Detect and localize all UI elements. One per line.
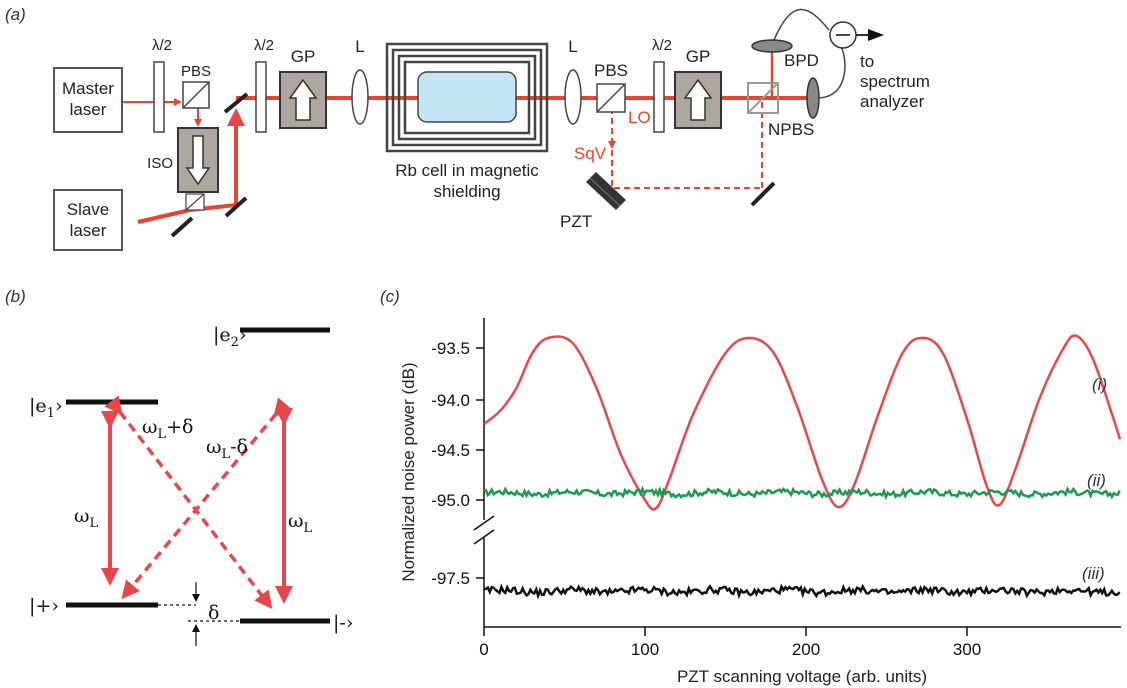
x-tick-label: 300 <box>953 640 981 659</box>
to-label: to <box>860 52 874 71</box>
panel-b-label: (b) <box>5 287 26 306</box>
rb-cell-label-1: Rb cell in magnetic <box>395 161 539 180</box>
half-wave-plate-1-label: λ/2 <box>152 37 172 54</box>
panel-b-levels: (b) |e2› |e1› |+› |-› ωL ωL ωL+δ ωL-δ δ <box>5 287 353 646</box>
half-wave-plate-2: λ/2 <box>254 37 274 133</box>
pbs-2: PBS <box>594 61 628 113</box>
lens-2: L <box>564 37 582 125</box>
label-plus: |+› <box>29 595 59 617</box>
analyzer-label: analyzer <box>860 92 925 111</box>
x-tick-label: 200 <box>792 640 820 659</box>
slave-laser-label-1: Slave <box>67 200 110 219</box>
pbs-1-label: PBS <box>181 63 211 80</box>
glan-polarizer-1: GP <box>279 47 327 129</box>
omega-l-right: ωL <box>288 510 313 536</box>
pzt-mirror: PZT <box>560 172 626 231</box>
npbs: NPBS <box>747 82 814 139</box>
rb-cell: Rb cell in magnetic shielding <box>385 42 549 201</box>
sqv-label: SqV <box>574 144 607 163</box>
isolator-label: ISO <box>147 155 173 172</box>
series-iii-name: (iii) <box>1082 564 1105 583</box>
series-i-line <box>483 334 1122 511</box>
bpd-label: BPD <box>784 51 819 70</box>
y-axis-label: Normalized noise power (dB) <box>399 362 418 581</box>
spectrum-label: spectrum <box>860 72 930 91</box>
y-ticks: -93.5 -94.0 -94.5 -95.0 -97.5 <box>431 339 484 588</box>
mirrors <box>170 92 776 238</box>
label-e2: |e2› <box>213 324 247 350</box>
omega-l-left: ωL <box>74 505 99 531</box>
series-ii-line <box>483 485 1121 501</box>
half-wave-plate-3: λ/2 <box>652 37 672 133</box>
y-tick-label: -95.0 <box>431 491 470 510</box>
label-e1: |e1› <box>29 395 63 421</box>
y-tick-label: -94.5 <box>431 441 470 460</box>
panel-c-chart: (c) -93.5 -94.0 -94.5 -95.0 -97.5 0 <box>380 287 1122 686</box>
npbs-label: NPBS <box>768 120 814 139</box>
axis-break-2 <box>473 529 495 545</box>
master-laser: Master laser <box>53 67 123 133</box>
x-axis-label: PZT scanning voltage (arb. units) <box>677 667 927 686</box>
series-iii-line <box>483 583 1121 600</box>
glan-polarizer-2-label: GP <box>686 47 711 66</box>
lens-1-label: L <box>355 37 364 56</box>
glan-polarizer-1-label: GP <box>291 47 316 66</box>
y-tick-label: -93.5 <box>431 339 470 358</box>
axis-break-1 <box>473 515 495 531</box>
omega-minus-delta-label: ωL-δ <box>206 436 248 462</box>
delta-label: δ <box>208 602 219 624</box>
series-i-name: (i) <box>1092 375 1107 394</box>
lo-label: LO <box>628 108 651 127</box>
panel-c-label: (c) <box>380 287 400 306</box>
half-wave-plate-2-label: λ/2 <box>254 37 274 54</box>
lens-1: L <box>351 37 369 125</box>
rb-cell-label-2: shielding <box>433 182 500 201</box>
panel-a-setup: (a) Master laser Slave laser <box>5 5 930 251</box>
half-wave-plate-3-label: λ/2 <box>652 37 672 54</box>
x-ticks: 0 100 200 300 <box>479 627 981 659</box>
master-laser-label-1: Master <box>62 79 114 98</box>
slave-laser: Slave laser <box>53 189 123 251</box>
pbs-2-label: PBS <box>594 61 628 80</box>
lens-2-label: L <box>568 37 577 56</box>
label-minus: |-› <box>333 612 353 634</box>
x-tick-label: 100 <box>631 640 659 659</box>
master-laser-label-2: laser <box>70 100 107 119</box>
y-tick-label: -94.0 <box>431 391 470 410</box>
slave-laser-label-2: laser <box>70 221 107 240</box>
y-tick-label: -97.5 <box>431 569 470 588</box>
glan-polarizer-2: GP <box>674 47 722 129</box>
transition-cross-minus-delta <box>121 397 292 600</box>
balanced-photodetector: BPD <box>751 8 884 119</box>
pbs-1: PBS <box>181 63 211 109</box>
x-tick-label: 0 <box>479 640 488 659</box>
omega-plus-delta-label: ωL+δ <box>142 416 194 442</box>
pzt-label: PZT <box>560 212 592 231</box>
half-wave-plate-1: λ/2 <box>152 37 172 133</box>
series-ii-name: (ii) <box>1087 471 1106 490</box>
isolator: ISO <box>147 127 219 211</box>
panel-a-label: (a) <box>5 5 26 24</box>
